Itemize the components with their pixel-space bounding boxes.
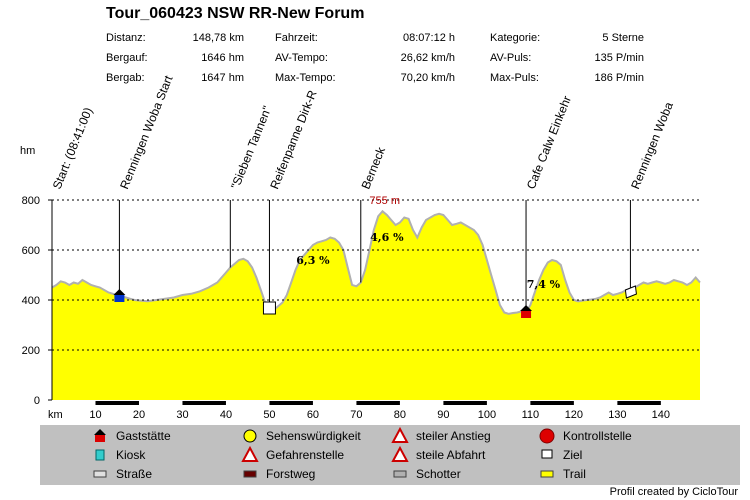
x-tick-label: 130 [608,409,626,421]
y-tick-label: 200 [22,345,40,357]
y-tick-label: 800 [22,195,40,207]
stat-value: 08:07:12 h [403,32,455,44]
warning-up-icon [391,426,409,443]
stat-label: Max-Tempo: [275,72,336,84]
x-axis-label: km [48,409,63,421]
legend-label: Trail [563,467,586,481]
finish-flag-icon [624,285,637,299]
waypoint-label: Berneck [359,144,389,191]
legend-label: Gaststätte [116,429,171,443]
stat-value: 1647 hm [201,72,244,84]
x-tick-label: 100 [478,409,496,421]
stat-label: Bergab: [106,72,145,84]
house-icon [521,311,532,318]
x-tick-label: 40 [220,409,232,421]
stat-value: 148,78 km [192,32,244,44]
house-icon [114,295,125,302]
surface-bar-segment [617,401,661,405]
x-tick-label: 60 [307,409,319,421]
legend-label: steiler Anstieg [416,429,491,443]
legend-label: Sehenswürdigkeit [266,429,361,443]
elevation-chart: 0 200 400 600 800 hm km 10 20 30 40 50 60 70 80 90 100 11… [20,73,701,421]
stat-label: Distanz: [106,32,146,44]
warning-down-icon [391,445,409,462]
surface-bar-segment [269,401,313,405]
stat-value: 70,20 km/h [400,72,455,84]
house-icon [520,305,533,311]
legend-label: Gefahrenstelle [266,448,344,462]
legend-label: steile Abfahrt [416,448,486,462]
tour-title: Tour_060423 NSW RR-New Forum [106,5,365,22]
stat-label: AV-Tempo: [275,52,328,64]
elevation-area [52,211,700,400]
finish-flag-icon [541,449,553,459]
waypoint-label: Renningen Woba [628,100,676,191]
trail-swatch [540,470,554,478]
x-tick-label: 10 [89,409,101,421]
stat-value: 5 Sterne [602,32,644,44]
x-tick-label: 90 [437,409,449,421]
legend-label: Ziel [563,448,582,462]
house-icon [95,435,105,442]
legend-label: Straße [116,467,152,481]
peak-label: 755 m [369,195,400,207]
stat-label: AV-Puls: [490,52,532,64]
gradient-label: 7,4 % [527,278,561,291]
x-tick-label: 30 [176,409,188,421]
waypoint-label: Reifenpanne Dirk-R [267,88,320,191]
stat-label: Kategorie: [490,32,541,44]
stat-value: 135 P/min [594,52,644,64]
surface-bar-segment [95,401,139,405]
house-icon [94,429,106,435]
stat-label: Max-Puls: [490,72,539,84]
y-tick-label: 0 [34,395,40,407]
x-tick-label: 110 [522,409,540,421]
y-tick-label: 600 [22,245,40,257]
stat-value: 1646 hm [201,52,244,64]
waypoint-label: Renningen Woba Start [117,73,176,191]
x-tick-label: 20 [133,409,145,421]
surface-bar-segment [530,401,574,405]
stat-value: 26,62 km/h [400,52,455,64]
road-swatch [93,470,107,478]
stat-label: Bergauf: [106,52,148,64]
credit-text: Profil created by CicloTour [609,486,738,498]
x-tick-label: 70 [350,409,362,421]
legend-label: Kiosk [116,448,146,462]
waypoint-label: Start: (08:41:00) [50,105,95,191]
forest-swatch [243,470,257,478]
legend-panel: Gaststätte Sehenswürdigkeit steiler Anstie… [40,425,740,485]
gradient-label: 4,6 % [370,231,404,244]
x-tick-label: 80 [394,409,406,421]
legend-label: Kontrollstelle [563,429,632,443]
y-axis-label: hm [20,145,35,157]
waypoint-label: "Sieben Tannen" [228,104,274,191]
stop-sign-icon [539,428,555,444]
x-tick-label: 50 [263,409,275,421]
gravel-swatch [393,470,407,478]
gradient-label: 6,3 % [296,254,330,267]
legend-label: Forstweg [266,467,315,481]
warning-icon [241,445,259,462]
elevation-line [51,209,701,315]
warning-icon [262,301,276,315]
house-icon [113,289,126,295]
surface-bar-segment [356,401,400,405]
x-tick-label: 140 [652,409,670,421]
cup-icon [95,449,105,461]
stat-value: 186 P/min [594,72,644,84]
smiley-icon [243,429,257,443]
y-tick-label: 400 [22,295,40,307]
surface-bar-segment [443,401,487,405]
stat-label: Fahrzeit: [275,32,318,44]
x-tick-label: 120 [565,409,583,421]
surface-bar-segment [182,401,226,405]
waypoint-label: Cafe Calw Einkehr [524,94,574,191]
legend-label: Schotter [416,467,461,481]
